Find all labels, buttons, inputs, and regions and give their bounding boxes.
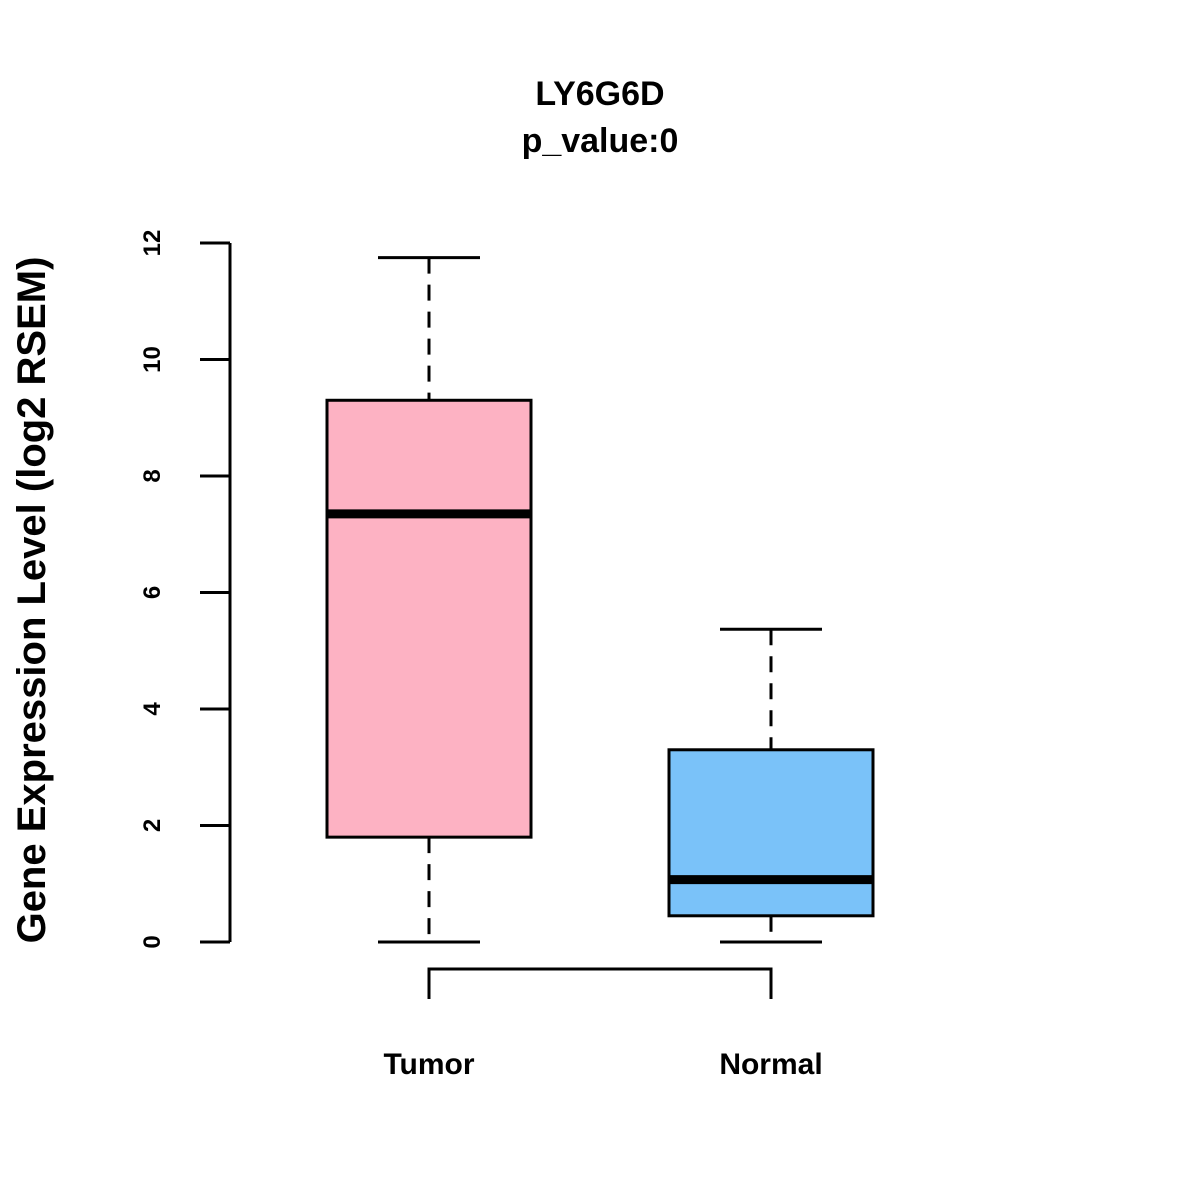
chart-title: LY6G6D <box>535 75 664 113</box>
x-category-label-tumor: Tumor <box>383 1048 474 1081</box>
x-category-label-normal: Normal <box>719 1048 822 1081</box>
boxes <box>325 256 875 944</box>
bracket-line <box>427 967 773 999</box>
y-tick-label: 8 <box>139 469 166 482</box>
iqr-box <box>667 748 875 918</box>
y-tick-label: 6 <box>139 586 166 599</box>
y-tick-label: 12 <box>139 230 166 257</box>
chart-subtitle: p_value:0 <box>522 122 679 160</box>
y-tick-label: 2 <box>139 819 166 832</box>
y-axis: 0 2 4 6 8 10 12 <box>139 230 232 949</box>
y-tick-label: 4 <box>139 702 166 716</box>
y-tick-label: 10 <box>139 346 166 373</box>
y-axis-label: Gene Expression Level (log2 RSEM) <box>10 257 54 944</box>
comparison-bracket <box>427 967 773 999</box>
box-normal <box>667 627 875 944</box>
y-tick-label: 0 <box>139 935 166 948</box>
box-tumor <box>325 256 533 944</box>
category-labels: Tumor Normal <box>383 1048 822 1081</box>
iqr-box <box>325 398 533 839</box>
